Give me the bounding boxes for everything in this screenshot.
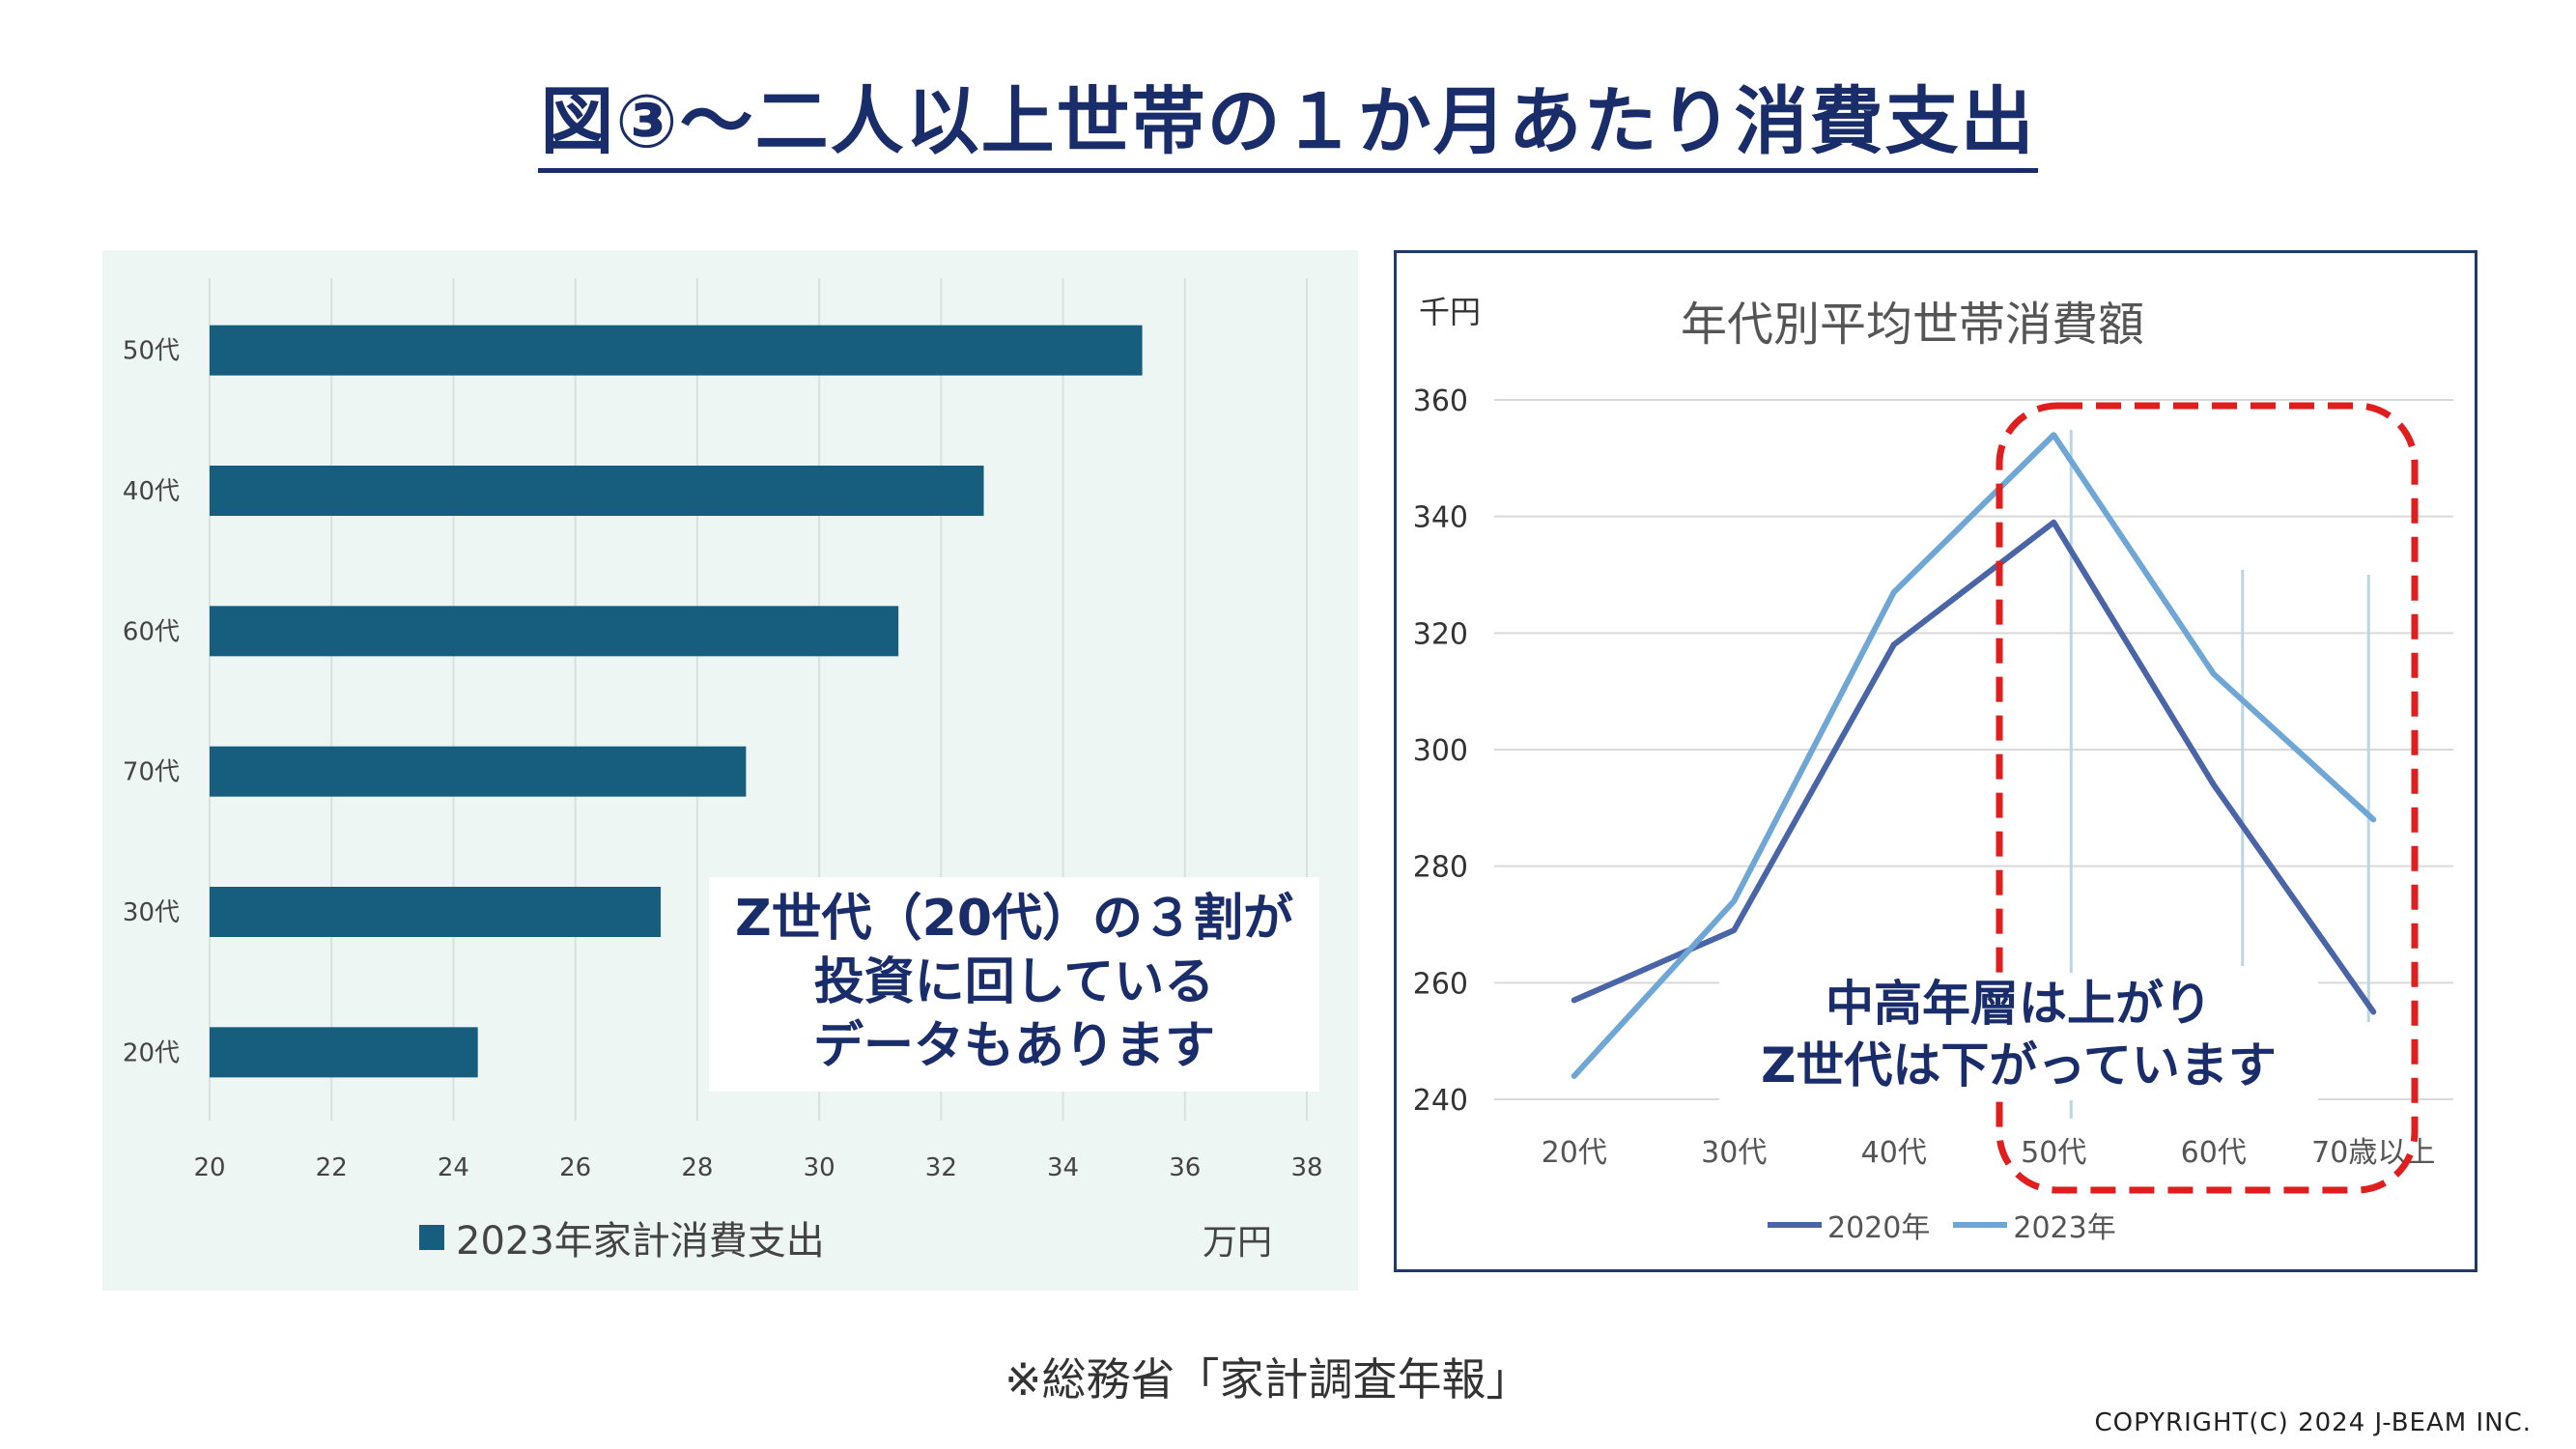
line-chart-panel [1394,250,2477,1272]
bar-callout-line: データもあります [812,1017,1215,1075]
line-chart-title: 年代別平均世帯消費額 [1681,298,2145,352]
legend-label-2023: 2023年 [2013,1211,2116,1245]
bar-chart-callout: Z世代（20代）の３割が 投資に回している データもあります [709,877,1319,1092]
legend-swatch [419,1225,444,1250]
legend-line-2023 [1953,1222,2008,1228]
bar-chart-legend: 2023年家計消費支出 [419,1209,825,1265]
bar-chart-unit: 万円 [1203,1223,1273,1263]
line-chart-legend: 2020年 2023年 [1768,1204,2116,1246]
copyright: COPYRIGHT(C) 2024 J-BEAM INC. [2094,1408,2532,1437]
legend-item-2020: 2020年 [1768,1204,1930,1246]
source-note: ※総務省「家計調査年報」 [1005,1353,1531,1406]
legend-line-2020 [1768,1222,1822,1228]
line-callout-line: 中高年層は上がり [1826,976,2212,1032]
legend-item-2023: 2023年 [1953,1204,2116,1246]
page-title: 図③～二人以上世帯の１か月あたり消費支出 [0,62,2576,173]
bar-legend-label: 2023年家計消費支出 [456,1219,825,1264]
bar-chart-panel [102,250,1358,1291]
line-chart-callout: 中高年層は上がり Z世代は下がっています [1719,973,2318,1100]
bar-callout-line: Z世代（20代）の３割が [734,890,1294,948]
legend-label-2020: 2020年 [1827,1211,1931,1245]
line-chart-unit: 千円 [1419,294,1482,330]
bar-callout-line: 投資に回している [813,953,1215,1011]
line-callout-line: Z世代は下がっています [1761,1037,2277,1094]
